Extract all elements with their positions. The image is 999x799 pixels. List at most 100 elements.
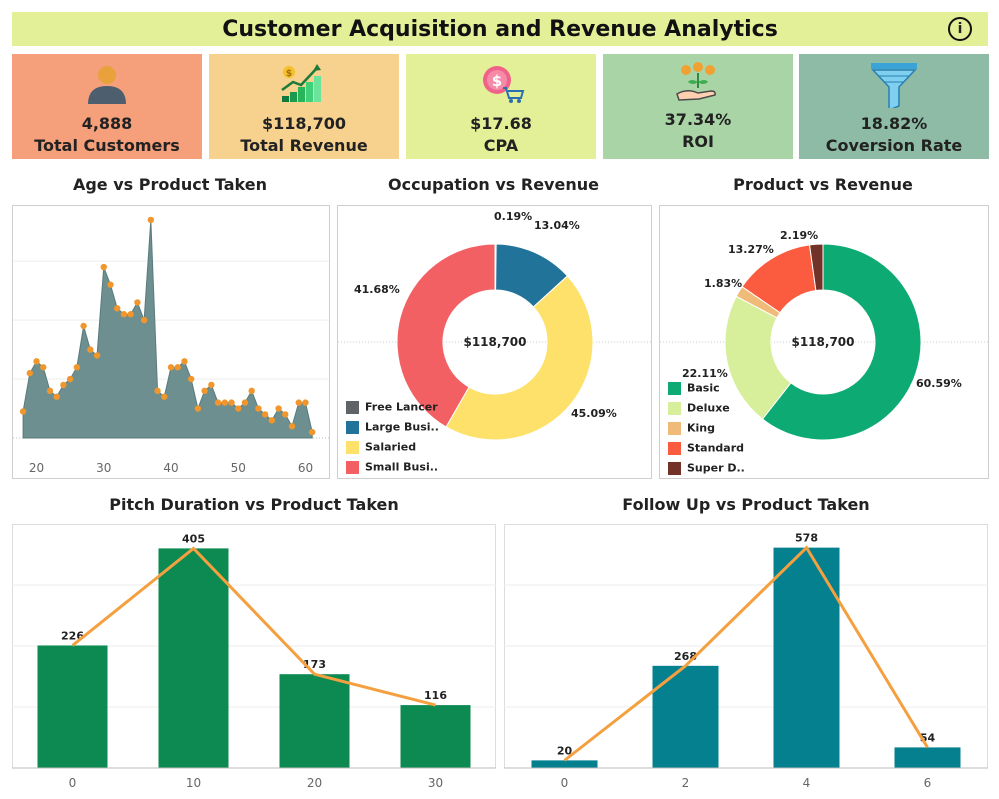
- data-point: [80, 322, 87, 330]
- data-point: [147, 216, 155, 224]
- slice-value-label: 22.11%: [682, 367, 728, 380]
- product-donut-chart: $118,700 60.59% 22.11% 1.83% 13.27% 2.19%: [660, 229, 988, 441]
- legend-item[interactable]: Small Busi..: [346, 460, 438, 474]
- kpi-label: Total Customers: [34, 136, 180, 155]
- bar: [773, 547, 840, 768]
- data-point: [228, 399, 235, 406]
- x-tick-label: 20: [29, 461, 44, 475]
- legend-label: Standard: [687, 441, 745, 455]
- legend-swatch: [346, 400, 359, 414]
- slice-value-label: 0.19%: [494, 210, 532, 223]
- data-point: [248, 387, 255, 395]
- x-tick-label: 0: [69, 776, 77, 790]
- data-point: [26, 369, 34, 377]
- legend-swatch: [668, 441, 681, 455]
- bar: [279, 674, 350, 768]
- occupation-donut-chart: $118,700 0.19%13.04% 45.09% 41.68%: [338, 210, 651, 441]
- legend-item[interactable]: Deluxe: [668, 401, 730, 415]
- data-point: [140, 316, 148, 324]
- data-point: [114, 305, 121, 312]
- bar: [37, 645, 108, 768]
- legend-item[interactable]: King: [668, 421, 715, 435]
- data-point: [161, 393, 168, 400]
- bar: [652, 665, 719, 768]
- donut-center-label: $118,700: [463, 335, 526, 349]
- slice-value-label: 41.68%: [354, 283, 400, 296]
- data-point: [268, 417, 276, 424]
- pitch-chart-title: Pitch Duration vs Product Taken: [109, 495, 399, 514]
- data-point: [66, 375, 74, 383]
- kpi-value: $17.68: [470, 114, 532, 133]
- slice-value-label: 13.27%: [728, 243, 774, 256]
- legend-label: Basic: [687, 381, 720, 395]
- svg-text:$: $: [286, 69, 292, 79]
- slice-value-label: 2.19%: [780, 229, 818, 242]
- title-bar: Customer Acquisition and Revenue Analyti…: [12, 12, 988, 46]
- data-point: [134, 299, 141, 306]
- bar: [158, 548, 229, 768]
- data-point: [120, 311, 128, 318]
- data-point: [40, 364, 47, 371]
- legend-item[interactable]: Salaried: [346, 440, 416, 454]
- kpi-label: Coversion Rate: [825, 136, 963, 155]
- slice-value-label: 13.04%: [534, 219, 580, 232]
- age-area: [22, 219, 313, 439]
- kpi-label: ROI: [682, 132, 714, 151]
- legend-item[interactable]: Standard: [668, 441, 744, 455]
- data-point: [255, 405, 262, 412]
- x-tick-label: 30: [428, 776, 443, 790]
- legend-item[interactable]: Basic: [668, 381, 720, 395]
- bar: [400, 705, 471, 768]
- legend-swatch: [668, 421, 681, 435]
- data-point: [167, 364, 175, 371]
- donut-slice: [808, 243, 824, 292]
- legend-item[interactable]: Large Busi..: [346, 420, 439, 434]
- info-icon[interactable]: i: [948, 17, 972, 41]
- data-point: [154, 387, 161, 395]
- kpi-conversion-rate: 18.82% Coversion Rate: [799, 54, 989, 159]
- data-point: [93, 352, 101, 359]
- bar-value-label: 578: [795, 532, 818, 545]
- slice-value-label: 45.09%: [571, 407, 617, 420]
- donut-center-label: $118,700: [791, 335, 854, 349]
- occupation-chart-panel: $118,700 0.19% 13.04% 45.09% 41.68% Free Lan…: [337, 205, 652, 479]
- legend-swatch: [346, 420, 359, 434]
- legend-swatch: [346, 440, 359, 454]
- age-area-chart: 20 30 40 50 60: [13, 216, 329, 475]
- growth-chart-icon: $: [209, 60, 399, 104]
- data-point: [261, 411, 269, 418]
- data-point: [87, 346, 94, 353]
- trend-line: [71, 546, 436, 707]
- svg-text:$: $: [492, 72, 502, 90]
- bar: [894, 747, 961, 768]
- data-point: [127, 311, 134, 318]
- kpi-label: CPA: [483, 136, 519, 155]
- x-tick-label: 20: [307, 776, 322, 790]
- followup-chart-panel: 20 0 268 2 578 4 54 6: [504, 524, 988, 794]
- data-point: [194, 405, 202, 412]
- data-point: [208, 381, 215, 389]
- data-point: [33, 358, 40, 365]
- kpi-value: 18.82%: [860, 114, 928, 133]
- legend-label: Small Busi..: [365, 460, 439, 474]
- product-chart-title: Product vs Revenue: [733, 175, 913, 194]
- pitch-chart-panel: 226 0 405 10 173 20 116 30: [12, 524, 496, 794]
- data-point: [288, 423, 296, 430]
- data-point: [100, 263, 107, 271]
- age-chart-panel: 20 30 40 50 60: [12, 205, 330, 479]
- legend-item[interactable]: Super D..: [668, 461, 745, 475]
- donut-slice: [445, 275, 594, 441]
- legend-label: Free Lancer: [365, 400, 438, 414]
- data-point: [235, 405, 242, 412]
- age-chart-title: Age vs Product Taken: [72, 175, 268, 194]
- x-tick-label: 30: [96, 461, 111, 475]
- trend-line: [563, 545, 929, 762]
- donut-slice: [761, 243, 922, 441]
- legend-item[interactable]: Free Lancer: [346, 400, 438, 414]
- data-point: [214, 399, 222, 406]
- bar-value-label: 20: [557, 744, 573, 757]
- data-point: [282, 411, 289, 418]
- data-point: [53, 393, 60, 400]
- legend-swatch: [668, 461, 681, 475]
